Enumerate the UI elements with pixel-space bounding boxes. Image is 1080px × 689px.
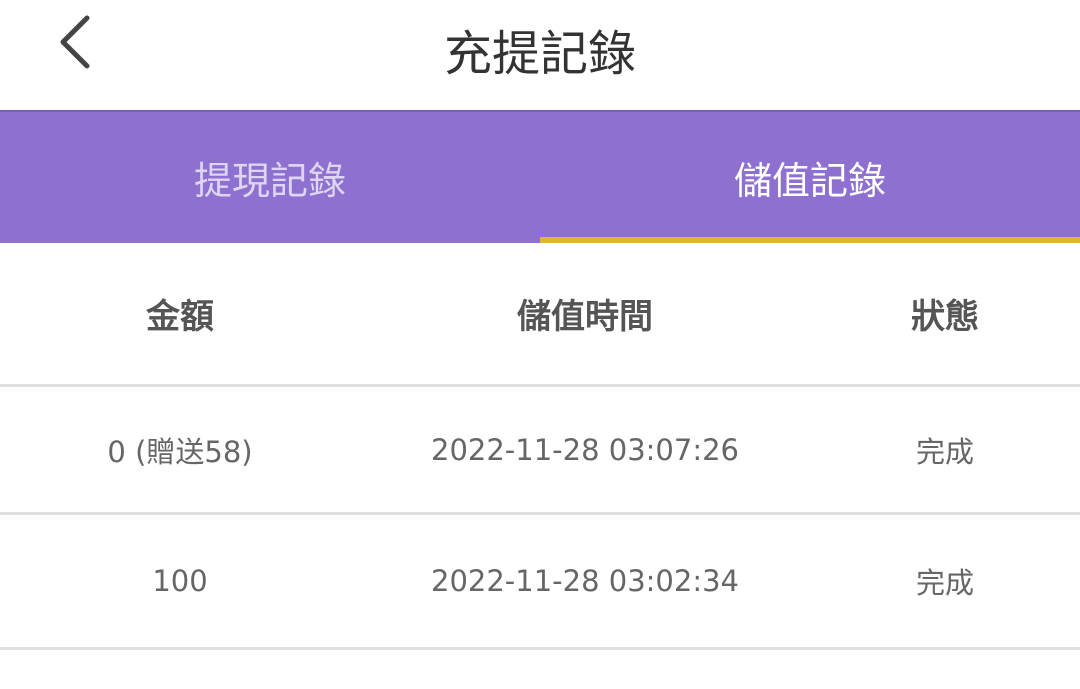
status-cell: 完成 xyxy=(915,566,975,600)
column-header-status: 狀態 xyxy=(911,297,979,337)
table-header: 金額 儲值時間 狀態 xyxy=(0,243,1080,387)
amount-cell: 100 xyxy=(152,564,208,598)
table-row: 100 2022-11-28 03:02:34 完成 xyxy=(0,515,1080,650)
column-header-amount: 金額 xyxy=(146,297,214,337)
status-cell: 完成 xyxy=(915,434,975,469)
time-cell: 2022-11-28 03:07:26 xyxy=(431,432,739,467)
chevron-left-icon xyxy=(60,15,90,69)
tab-withdrawal-records[interactable]: 提現記錄 xyxy=(193,159,346,203)
tab-deposit-records[interactable]: 儲值記錄 xyxy=(540,112,1080,243)
table-row: 0 (贈送58) 2022-11-28 03:07:26 完成 xyxy=(0,387,1080,515)
time-cell: 2022-11-28 03:02:34 xyxy=(431,564,739,598)
amount-cell: 0 (贈送58) xyxy=(107,434,253,469)
column-header-time: 儲值時間 xyxy=(517,297,653,337)
tab-bar: 提現記錄 儲值記錄 xyxy=(0,110,1080,243)
back-button[interactable] xyxy=(55,12,105,72)
page-title: 充提記錄 xyxy=(443,26,636,82)
header: 充提記錄 xyxy=(0,0,1080,110)
